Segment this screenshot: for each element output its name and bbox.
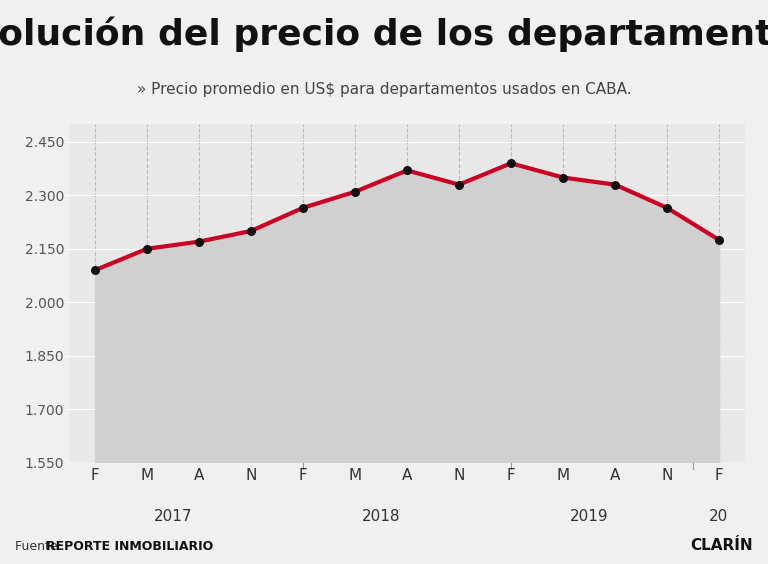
Point xyxy=(141,244,154,253)
Point xyxy=(660,203,673,212)
Point xyxy=(349,187,361,196)
Point xyxy=(297,203,310,212)
Text: 2017: 2017 xyxy=(154,509,192,524)
Text: REPORTE INMOBILIARIO: REPORTE INMOBILIARIO xyxy=(46,540,214,553)
Text: Evolución del precio de los departamentos: Evolución del precio de los departamento… xyxy=(0,17,768,52)
Text: Fuente:: Fuente: xyxy=(15,540,66,553)
Point xyxy=(193,237,205,246)
Point xyxy=(245,226,257,235)
Point xyxy=(557,173,569,182)
Text: 2019: 2019 xyxy=(570,509,608,524)
Point xyxy=(89,266,101,275)
Point xyxy=(401,166,413,175)
Point xyxy=(505,158,517,168)
Text: CLARÍN: CLARÍN xyxy=(690,537,753,553)
Text: 20: 20 xyxy=(710,509,729,524)
Point xyxy=(609,180,621,189)
Point xyxy=(453,180,465,189)
Text: 2018: 2018 xyxy=(362,509,400,524)
Text: » Precio promedio en US$ para departamentos usados en CABA.: » Precio promedio en US$ para departamen… xyxy=(137,82,631,97)
Point xyxy=(713,235,725,244)
